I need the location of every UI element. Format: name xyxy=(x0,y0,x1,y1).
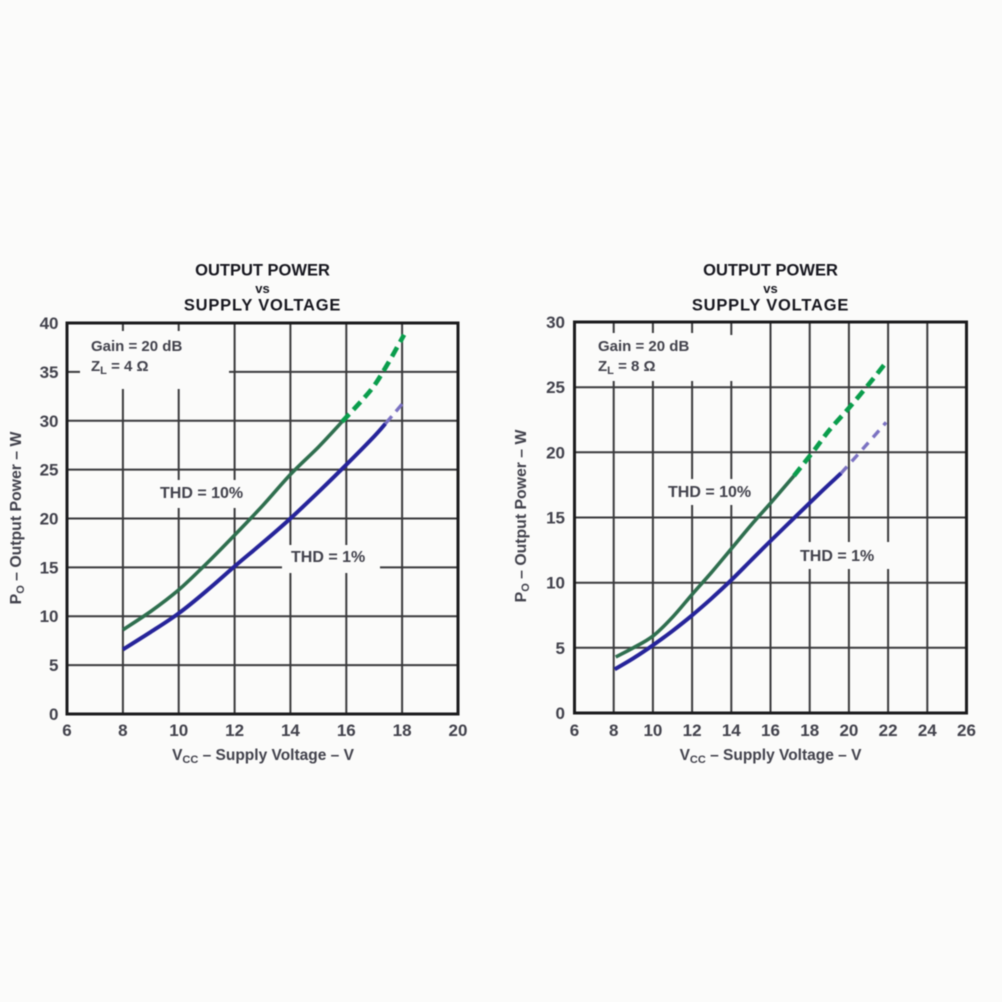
svg-text:25: 25 xyxy=(40,461,59,480)
svg-text:25: 25 xyxy=(546,378,565,397)
svg-text:VCC – Supply Voltage – V: VCC – Supply Voltage – V xyxy=(172,747,355,766)
svg-text:18: 18 xyxy=(393,721,412,740)
svg-text:VCC – Supply Voltage – V: VCC – Supply Voltage – V xyxy=(680,747,863,766)
svg-text:16: 16 xyxy=(337,721,356,740)
svg-text:20: 20 xyxy=(449,721,468,740)
svg-text:THD = 10%: THD = 10% xyxy=(160,485,243,502)
svg-text:15: 15 xyxy=(546,509,565,528)
svg-text:15: 15 xyxy=(40,558,59,577)
svg-text:THD = 1%: THD = 1% xyxy=(291,549,365,566)
svg-text:OUTPUT POWER: OUTPUT POWER xyxy=(703,262,838,280)
svg-text:5: 5 xyxy=(49,656,58,675)
svg-text:10: 10 xyxy=(40,607,59,626)
svg-text:vs: vs xyxy=(763,281,777,296)
svg-text:10: 10 xyxy=(169,721,188,740)
svg-text:8: 8 xyxy=(118,721,127,740)
svg-text:THD = 10%: THD = 10% xyxy=(668,484,751,501)
svg-text:PO – Output Power – W: PO – Output Power – W xyxy=(8,432,27,605)
svg-text:6: 6 xyxy=(62,721,71,740)
svg-text:35: 35 xyxy=(40,363,59,382)
svg-text:12: 12 xyxy=(683,721,702,740)
svg-text:30: 30 xyxy=(546,313,565,332)
svg-text:12: 12 xyxy=(225,721,244,740)
svg-text:8: 8 xyxy=(609,721,618,740)
svg-text:THD = 1%: THD = 1% xyxy=(800,548,874,565)
svg-text:16: 16 xyxy=(761,721,780,740)
svg-text:SUPPLY VOLTAGE: SUPPLY VOLTAGE xyxy=(692,297,849,315)
svg-text:20: 20 xyxy=(546,443,565,462)
svg-text:ZL = 4 Ω: ZL = 4 Ω xyxy=(91,358,149,377)
svg-text:30: 30 xyxy=(40,412,59,431)
svg-text:20: 20 xyxy=(839,721,858,740)
svg-text:vs: vs xyxy=(255,281,269,296)
svg-text:SUPPLY VOLTAGE: SUPPLY VOLTAGE xyxy=(184,297,341,315)
svg-text:24: 24 xyxy=(918,721,937,740)
svg-text:26: 26 xyxy=(957,721,976,740)
svg-text:18: 18 xyxy=(800,721,819,740)
svg-text:22: 22 xyxy=(879,721,898,740)
svg-text:10: 10 xyxy=(546,574,565,593)
svg-text:5: 5 xyxy=(556,639,565,658)
svg-text:6: 6 xyxy=(570,721,579,740)
svg-text:10: 10 xyxy=(643,721,662,740)
svg-text:14: 14 xyxy=(722,721,741,740)
svg-text:0: 0 xyxy=(556,704,565,723)
svg-text:0: 0 xyxy=(49,705,58,724)
svg-text:Gain = 20 dB: Gain = 20 dB xyxy=(91,338,182,355)
svg-text:14: 14 xyxy=(281,721,300,740)
svg-text:PO – Output Power – W: PO – Output Power – W xyxy=(513,430,532,603)
svg-text:OUTPUT POWER: OUTPUT POWER xyxy=(195,262,330,280)
svg-text:Gain = 20 dB: Gain = 20 dB xyxy=(598,338,689,355)
svg-text:40: 40 xyxy=(40,314,59,333)
svg-text:20: 20 xyxy=(40,510,59,529)
svg-text:ZL = 8 Ω: ZL = 8 Ω xyxy=(598,358,656,377)
